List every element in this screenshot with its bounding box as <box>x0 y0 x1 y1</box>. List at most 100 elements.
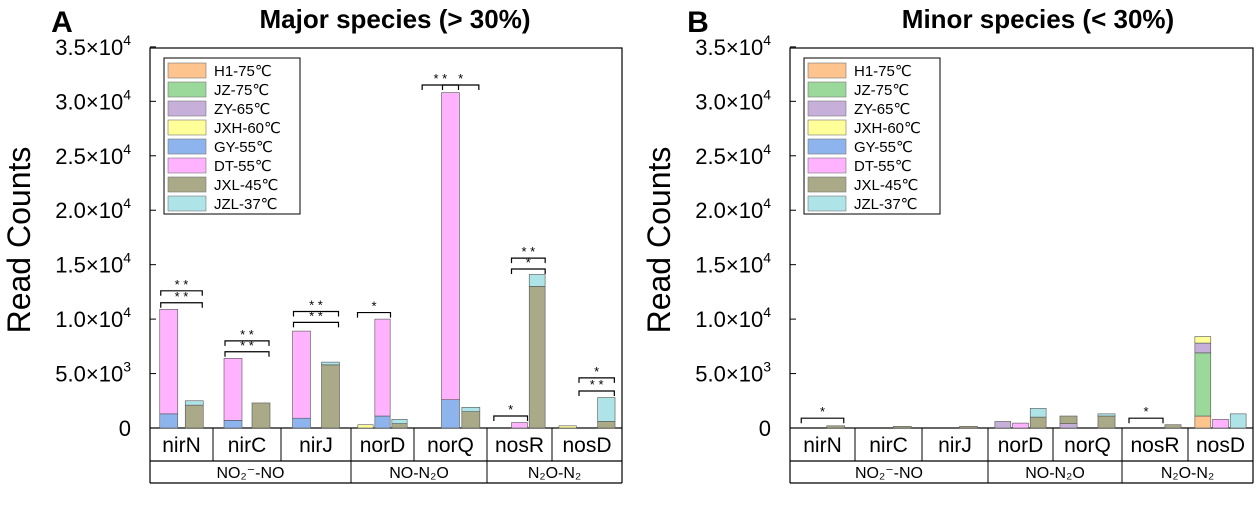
significance-label: * <box>458 71 463 86</box>
legend-swatch <box>807 100 847 117</box>
bar-segment-norQ-JZL-37℃ <box>461 407 481 412</box>
bar-segment-nosD-JXH-60℃ <box>558 425 577 429</box>
legend-entry: GY-55℃ <box>214 139 273 156</box>
gene-label: nosR <box>495 434 544 457</box>
significance-bracket <box>160 302 203 308</box>
legend-swatch <box>167 119 207 136</box>
significance-bracket <box>1128 417 1164 424</box>
panel-letter: A <box>51 6 73 39</box>
bar-segment-norD-DT-55℃ <box>374 318 391 417</box>
chart-title: Major species (> 30%) <box>260 4 531 34</box>
bar-segment-nosD-H1-75℃ <box>1194 415 1212 429</box>
legend-swatch <box>807 119 847 136</box>
significance-bracket <box>493 415 529 422</box>
group-label: N₂O-N₂ <box>528 465 581 482</box>
y-tick-mantissa: 1.5×10 <box>55 253 123 278</box>
legend-entry: DT-55℃ <box>214 158 272 175</box>
bar-segment-nirJ-JXL-45℃ <box>321 364 340 429</box>
y-tick-mantissa: 5.0×10 <box>695 362 763 387</box>
significance-bracket <box>800 417 845 424</box>
y-tick-mantissa: 3.0×10 <box>55 89 123 114</box>
bar-segment-nirN-GY-55℃ <box>159 413 179 429</box>
bar-segment-nirC-DT-55℃ <box>223 358 243 421</box>
y-tick-exponent: 4 <box>123 32 131 48</box>
y-tick-exponent: 3 <box>763 359 771 375</box>
gene-label: nirJ <box>299 434 333 457</box>
significance-label: * <box>371 299 376 314</box>
legend-swatch <box>167 176 207 193</box>
legend-swatch <box>807 157 847 174</box>
bar-segment-norQ-JXL-45℃ <box>1059 415 1078 424</box>
bar-segment-nosD-JXH-60℃ <box>1194 336 1212 344</box>
gene-label: norD <box>360 434 406 457</box>
significance-bracket <box>356 311 392 318</box>
bar-segment-nirJ-JZL-37℃ <box>321 361 340 366</box>
legend-swatch <box>807 138 847 155</box>
y-tick-mantissa: 1.0×10 <box>55 307 123 332</box>
significance-label: * <box>594 364 599 379</box>
bar-segment-norD-JXH-60℃ <box>357 424 374 429</box>
gene-label: nirN <box>162 434 201 457</box>
chart-panel-a: A Major species (> 30%) Read Counts 0 5.0×10… <box>1 4 623 484</box>
bar-segment-norD-JXL-45℃ <box>1029 416 1047 429</box>
significance-label: * * <box>175 289 189 304</box>
y-tick-exponent: 4 <box>763 86 771 102</box>
bar-segment-nirJ-DT-55℃ <box>292 330 311 419</box>
bar-segment-nosD-JXL-45℃ <box>597 421 616 429</box>
group-label: N₂O-N₂ <box>1161 465 1214 482</box>
bar-segment-nosR-JXL-45℃ <box>1164 424 1182 429</box>
significance-bracket <box>160 290 203 296</box>
bar-segment-nosD-JZ-75℃ <box>1194 352 1212 417</box>
group-label: NO-N₂O <box>1025 465 1085 482</box>
significance-label: * * <box>240 338 254 353</box>
y-axis-label: Read Counts <box>1 147 37 334</box>
y-tick-exponent: 4 <box>123 250 131 266</box>
bar-segment-norQ-JZL-37℃ <box>1097 413 1116 417</box>
significance-bracket <box>578 377 615 383</box>
bar-segment-norD-ZY-65℃ <box>994 421 1012 429</box>
gene-label: norD <box>998 434 1044 457</box>
bar-segment-norQ-DT-55℃ <box>441 92 460 400</box>
bar-segment-nosR-DT-55℃ <box>511 422 528 429</box>
y-tick-exponent: 4 <box>763 304 771 320</box>
legend-entry: JZL-37℃ <box>854 196 918 213</box>
bar-segment-norD-JZL-37℃ <box>1029 408 1047 418</box>
y-tick-exponent: 4 <box>123 195 131 211</box>
bar-segment-nirC-JXL-45℃ <box>251 402 271 429</box>
y-axis-label: Read Counts <box>641 147 677 334</box>
y-tick-mantissa: 2.0×10 <box>695 198 763 223</box>
y-tick-label: 3.5×104 <box>55 32 131 60</box>
group-label: NO₂⁻-NO <box>855 465 923 482</box>
y-tick-label: 5.0×103 <box>695 359 771 387</box>
significance-bracket <box>421 84 460 90</box>
legend-entry: GY-55℃ <box>854 139 913 156</box>
bar-segment-nirN-JZL-37℃ <box>184 400 204 406</box>
significance-label: * * <box>433 71 447 86</box>
legend: H1-75℃ JZ-75℃ ZY-65℃ JXH-60℃ GY-55℃ DT-55℃ JXL… <box>803 57 941 215</box>
y-tick-mantissa: 1.5×10 <box>695 253 763 278</box>
bar-segment-nirC-JXL-45℃ <box>892 426 912 429</box>
significance-bracket <box>510 268 546 275</box>
bar-segment-norD-DT-55℃ <box>1012 422 1029 429</box>
legend-swatch <box>167 81 207 98</box>
y-tick-mantissa: 0 <box>759 416 771 441</box>
legend-entry: JXL-45℃ <box>214 177 278 194</box>
legend-swatch <box>167 157 207 174</box>
legend-entry: H1-75℃ <box>214 63 272 80</box>
gene-label: nirC <box>869 434 908 457</box>
significance-bracket <box>224 351 270 357</box>
bar-segment-norD-JXL-45℃ <box>391 423 408 429</box>
gene-label: nirC <box>228 434 267 457</box>
y-tick-label: 0 <box>759 416 771 441</box>
bar-segment-norQ-JXL-45℃ <box>461 411 481 429</box>
bar-segment-norQ-JXL-45℃ <box>1097 415 1116 429</box>
significance-bracket <box>292 310 340 317</box>
significance-label: * * <box>309 308 323 323</box>
significance-label: * <box>1143 404 1148 419</box>
y-tick-mantissa: 3.5×10 <box>55 35 123 60</box>
significance-bracket <box>441 84 480 90</box>
bar-segment-nirN-DT-55℃ <box>159 309 179 415</box>
y-tick-mantissa: 5.0×10 <box>55 362 123 387</box>
bar-segment-nirN-JXL-45℃ <box>184 404 204 429</box>
